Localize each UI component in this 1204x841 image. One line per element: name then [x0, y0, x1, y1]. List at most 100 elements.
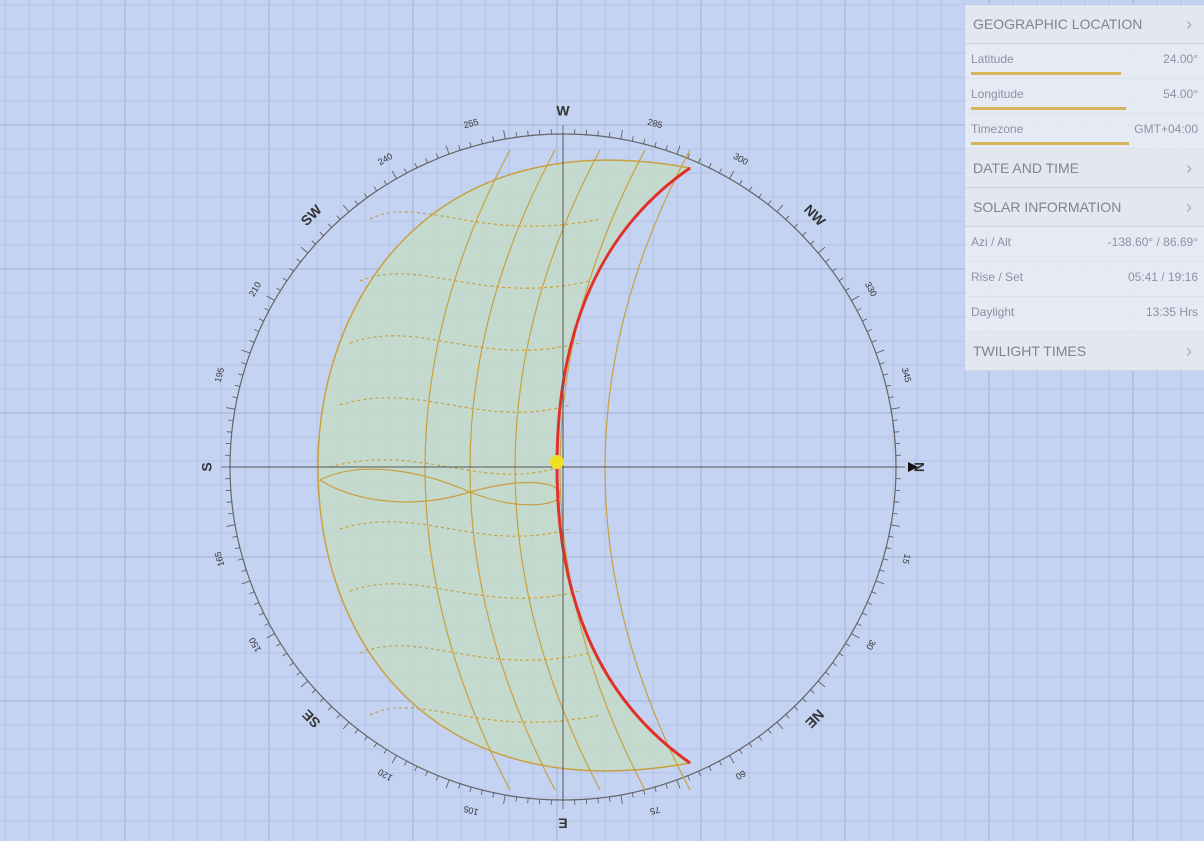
ring-tick: [254, 602, 259, 605]
ring-tick: [503, 794, 506, 804]
compass-direction: S: [199, 462, 215, 471]
compass-degree: 120: [376, 767, 394, 783]
compass-degree: 300: [732, 151, 750, 167]
ring-tick: [890, 524, 900, 527]
ring-tick: [867, 329, 872, 332]
row-value: -138.60° / 86.69°: [1107, 235, 1198, 249]
compass-degree: 75: [649, 804, 661, 816]
ring-tick: [403, 760, 408, 766]
ring-tick: [249, 340, 255, 343]
ring-tick: [620, 794, 623, 804]
ring-tick: [758, 193, 762, 198]
ring-tick: [492, 792, 495, 798]
ring-tick: [879, 569, 885, 572]
ring-tick: [875, 349, 885, 354]
ring-tick: [767, 729, 772, 734]
ring-tick: [282, 277, 288, 282]
ring-tick: [445, 145, 450, 155]
ring-tick: [296, 258, 301, 263]
info-row: Longitude 54.00°: [965, 79, 1204, 114]
ring-tick: [729, 755, 735, 764]
info-row: Azi / Alt -138.60° / 86.69°: [965, 227, 1204, 262]
ring-tick: [838, 277, 844, 282]
row-value: 54.00°: [1163, 87, 1198, 101]
ring-tick: [718, 168, 723, 174]
ring-tick: [226, 501, 232, 503]
section-header[interactable]: DATE AND TIME: [965, 149, 1204, 188]
compass-degree: 330: [863, 280, 879, 298]
ring-tick: [892, 512, 898, 515]
compass-degree: 105: [462, 804, 479, 818]
ring-tick: [364, 193, 368, 198]
ring-tick: [802, 231, 807, 236]
ring-tick: [327, 706, 332, 711]
sun-path-lines: [318, 149, 691, 791]
ring-tick: [608, 132, 611, 138]
ring-tick: [425, 771, 428, 776]
ring-tick: [226, 407, 236, 410]
ring-tick: [862, 318, 867, 322]
ring-tick: [414, 766, 418, 771]
month-line: [514, 149, 601, 791]
row-value: 24.00°: [1163, 52, 1198, 66]
ring-tick: [259, 612, 264, 616]
ring-tick: [729, 170, 735, 179]
ring-tick: [480, 790, 483, 796]
section-header[interactable]: SOLAR INFORMATION: [965, 188, 1204, 227]
ring-tick: [776, 204, 784, 213]
ring-tick: [718, 760, 723, 766]
ring-tick: [698, 158, 701, 163]
ring-tick: [832, 268, 837, 272]
ring-tick: [237, 558, 244, 561]
ring-tick: [241, 580, 251, 585]
slider-bar[interactable]: [971, 107, 1126, 110]
ring-tick: [825, 671, 830, 676]
ring-tick: [892, 419, 898, 422]
ring-tick: [794, 223, 799, 228]
ring-tick: [264, 622, 270, 627]
ring-tick: [643, 138, 646, 144]
ring-tick: [527, 130, 529, 136]
ring-tick: [436, 153, 439, 159]
compass-degree: 195: [213, 366, 227, 383]
hour-line: [349, 583, 581, 599]
row-label: Rise / Set: [971, 270, 1024, 284]
info-row: Latitude 24.00°: [965, 44, 1204, 79]
ring-tick: [503, 130, 506, 140]
ring-tick: [631, 792, 634, 798]
ring-tick: [871, 340, 877, 343]
ring-tick: [643, 790, 646, 796]
ring-tick: [851, 295, 860, 301]
section-header[interactable]: GEOGRAPHIC LOCATION: [965, 5, 1204, 44]
hour-line: [339, 521, 571, 537]
ring-tick: [228, 419, 234, 422]
section-header[interactable]: TWILIGHT TIMES: [965, 332, 1204, 371]
ring-tick: [802, 698, 807, 703]
slider-bar[interactable]: [971, 142, 1129, 145]
row-label: Latitude: [971, 52, 1014, 66]
ring-tick: [319, 231, 324, 236]
compass-direction: SE: [299, 707, 324, 732]
row-label: Longitude: [971, 87, 1024, 101]
ring-tick: [336, 215, 341, 220]
ring-tick: [886, 384, 892, 387]
ring-tick: [234, 547, 240, 550]
ring-tick: [748, 742, 753, 748]
ring-tick: [748, 186, 753, 192]
ring-tick: [620, 130, 623, 140]
ring-tick: [282, 652, 288, 657]
ring-tick: [882, 373, 889, 376]
ring-tick: [373, 742, 378, 748]
ring-tick: [289, 662, 294, 666]
ring-tick: [879, 362, 885, 365]
ring-tick: [319, 698, 324, 703]
ring-tick: [832, 662, 837, 666]
compass-direction: W: [556, 103, 570, 119]
ring-tick: [515, 132, 518, 138]
ring-tick: [354, 200, 359, 205]
ring-tick: [654, 786, 657, 793]
slider-bar[interactable]: [971, 72, 1121, 75]
ring-tick: [226, 524, 236, 527]
compass-degree: 210: [247, 280, 263, 298]
